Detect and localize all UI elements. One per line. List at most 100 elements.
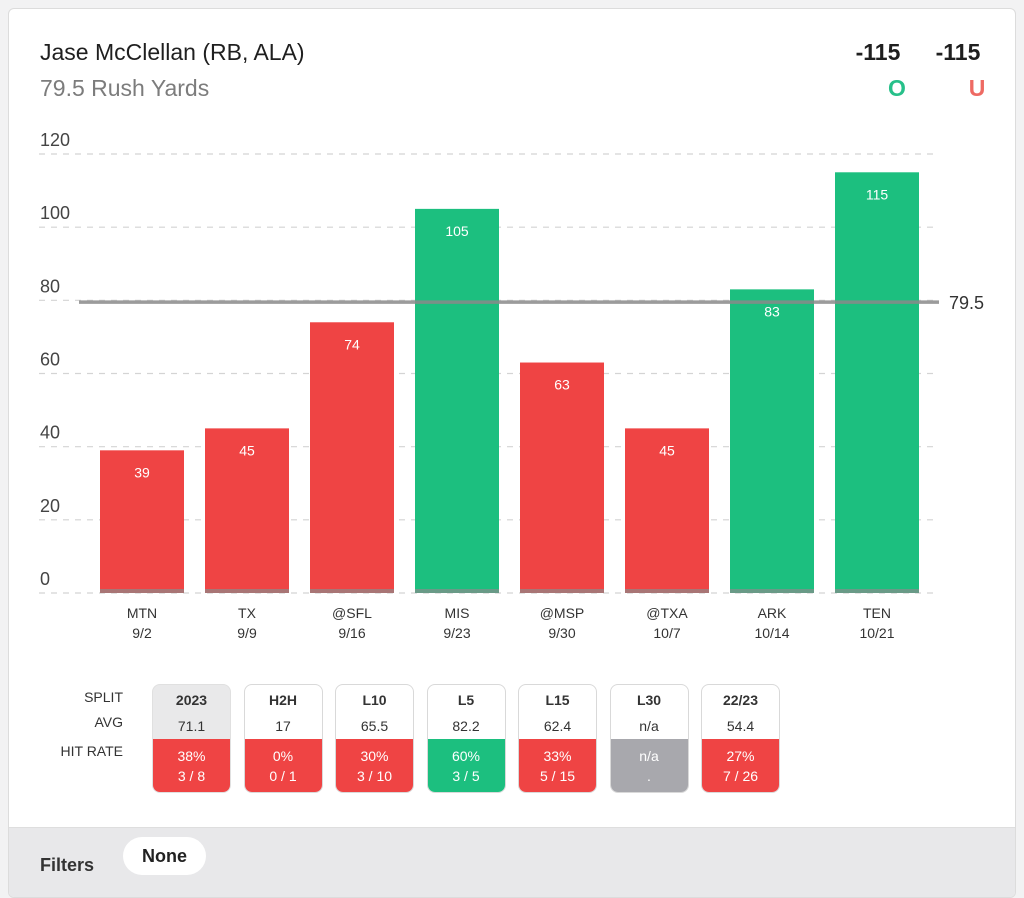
x-tick-date: 9/23 — [443, 625, 470, 641]
bar-baseline — [625, 589, 709, 593]
split-header: L5 — [457, 692, 475, 708]
x-tick-label: ARK — [758, 605, 787, 621]
x-tick-date: 9/9 — [237, 625, 257, 641]
hit-rate-record: 3 / 5 — [452, 768, 480, 784]
split-column-2223[interactable]: 22/23 54.4 27% 7 / 26 — [701, 684, 780, 793]
split-avg-value: 82.2 — [452, 718, 480, 734]
split-avg-value: n/a — [639, 718, 659, 734]
under-label[interactable]: U — [968, 75, 986, 101]
bar — [835, 172, 919, 593]
split-avg-value: 17 — [275, 718, 291, 734]
split-avg-value: 54.4 — [726, 718, 755, 734]
split-column-l15[interactable]: L15 62.4 33% 5 / 15 — [518, 684, 597, 793]
x-tick-label: @TXA — [646, 605, 688, 621]
hit-rate-record: 5 / 15 — [539, 768, 576, 784]
game-log-bar-chart: 0 20 40 60 80 100 120 39 MTN 9/2 45 TX 9/9 74 @SFL 9/16… — [39, 130, 984, 641]
split-column-l5[interactable]: L5 82.2 60% 3 / 5 — [426, 684, 506, 793]
split-header: 22/23 — [722, 692, 759, 708]
split-avg-value: 65.5 — [360, 718, 389, 734]
prop-card: Jase McClellan (RB, ALA) 79.5 Rush Yards… — [8, 8, 1016, 898]
bar-value-label: 45 — [239, 442, 255, 458]
hit-rate-percent: 38% — [177, 748, 206, 764]
bar-baseline — [205, 589, 289, 593]
x-tick-label: @SFL — [332, 605, 372, 621]
x-tick-label: MIS — [445, 605, 470, 621]
split-column-l30[interactable]: L30 n/a n/a. — [609, 684, 689, 793]
x-tick-date: 9/16 — [338, 625, 365, 641]
hit-rate-percent: 60% — [451, 748, 481, 764]
splits-table: SPLIT AVG HIT RATE 2023 71.1 38% 3 / 8 H2H 17… — [39, 684, 799, 804]
y-tick-label: 0 — [40, 569, 50, 589]
split-avg-value: 71.1 — [177, 718, 206, 734]
split-header: H2H — [268, 692, 297, 708]
bar-baseline — [730, 589, 814, 593]
split-hit-rate: 33% 5 / 15 — [519, 739, 596, 792]
hit-rate-record: 3 / 10 — [356, 768, 393, 784]
bar-value-label: 45 — [659, 442, 675, 458]
hit-rate-percent: n/a — [639, 748, 659, 764]
x-tick-date: 9/30 — [548, 625, 575, 641]
split-hit-rate: 38% 3 / 8 — [153, 739, 230, 792]
y-tick-label: 60 — [40, 350, 60, 370]
bar-value-label: 105 — [445, 223, 469, 239]
bar — [310, 322, 394, 593]
threshold-label: 79.5 — [949, 293, 984, 313]
bar — [100, 450, 184, 593]
split-hit-rate: n/a. — [610, 739, 688, 792]
over-label[interactable]: O — [888, 75, 906, 101]
filters-bar: Filters None — [9, 827, 1015, 897]
bar — [205, 428, 289, 593]
y-tick-label: 80 — [40, 276, 60, 296]
split-header: L10 — [362, 692, 387, 708]
player-title: Jase McClellan (RB, ALA) — [40, 39, 305, 65]
x-tick-date: 9/2 — [132, 625, 152, 641]
hit-rate-percent: 27% — [726, 748, 755, 764]
x-tick-date: 10/7 — [653, 625, 680, 641]
y-tick-label: 20 — [40, 496, 60, 516]
split-header: L30 — [636, 692, 662, 708]
split-header: 2023 — [175, 692, 208, 708]
bar-value-label: 63 — [554, 377, 570, 393]
bar-baseline — [415, 589, 499, 593]
hit-rate-record: 3 / 8 — [177, 768, 206, 784]
filters-label: Filters — [40, 855, 95, 875]
hit-rate-record: 7 / 26 — [722, 768, 759, 784]
hit-rate-label: HIT RATE — [60, 743, 124, 759]
x-tick-date: 10/21 — [859, 625, 894, 641]
hit-rate-percent: 0% — [272, 748, 294, 764]
x-tick-date: 10/14 — [754, 625, 789, 641]
bar-value-label: 39 — [134, 464, 150, 480]
x-tick-label: TEN — [863, 605, 891, 621]
split-column-h2h[interactable]: H2H 17 0% 0 / 1 — [243, 684, 323, 793]
split-avg-value: 62.4 — [543, 718, 572, 734]
split-label: SPLIT — [84, 689, 123, 705]
under-price[interactable]: -115 — [935, 39, 981, 65]
bar — [520, 362, 604, 593]
x-tick-label: MTN — [127, 605, 157, 621]
y-tick-label: 120 — [40, 130, 70, 150]
avg-label: AVG — [94, 714, 123, 730]
x-tick-label: @MSP — [540, 605, 585, 621]
hit-rate-percent: 30% — [360, 748, 389, 764]
x-tick-label: TX — [238, 605, 257, 621]
split-column-l10[interactable]: L10 65.5 30% 3 / 10 — [335, 684, 414, 793]
split-hit-rate: 27% 7 / 26 — [702, 739, 779, 792]
over-price[interactable]: -115 — [855, 39, 901, 65]
hit-rate-record: 0 / 1 — [269, 768, 297, 784]
split-hit-rate: 30% 3 / 10 — [336, 739, 413, 792]
bar — [730, 289, 814, 593]
bar-value-label: 115 — [866, 186, 889, 202]
bar — [415, 208, 499, 593]
split-hit-rate: 60% 3 / 5 — [427, 739, 505, 792]
bar-baseline — [520, 589, 604, 593]
bar-baseline — [835, 589, 919, 593]
bar-baseline — [310, 589, 394, 593]
bar-baseline — [100, 589, 184, 593]
hit-rate-record: . — [647, 768, 651, 784]
split-header: L15 — [545, 692, 570, 708]
prop-subtitle: 79.5 Rush Yards — [40, 75, 210, 101]
bar-value-label: 74 — [344, 336, 360, 352]
filters-dropdown[interactable]: None — [123, 837, 206, 875]
y-tick-label: 100 — [40, 203, 70, 223]
split-column-2023[interactable]: 2023 71.1 38% 3 / 8 — [152, 684, 231, 793]
